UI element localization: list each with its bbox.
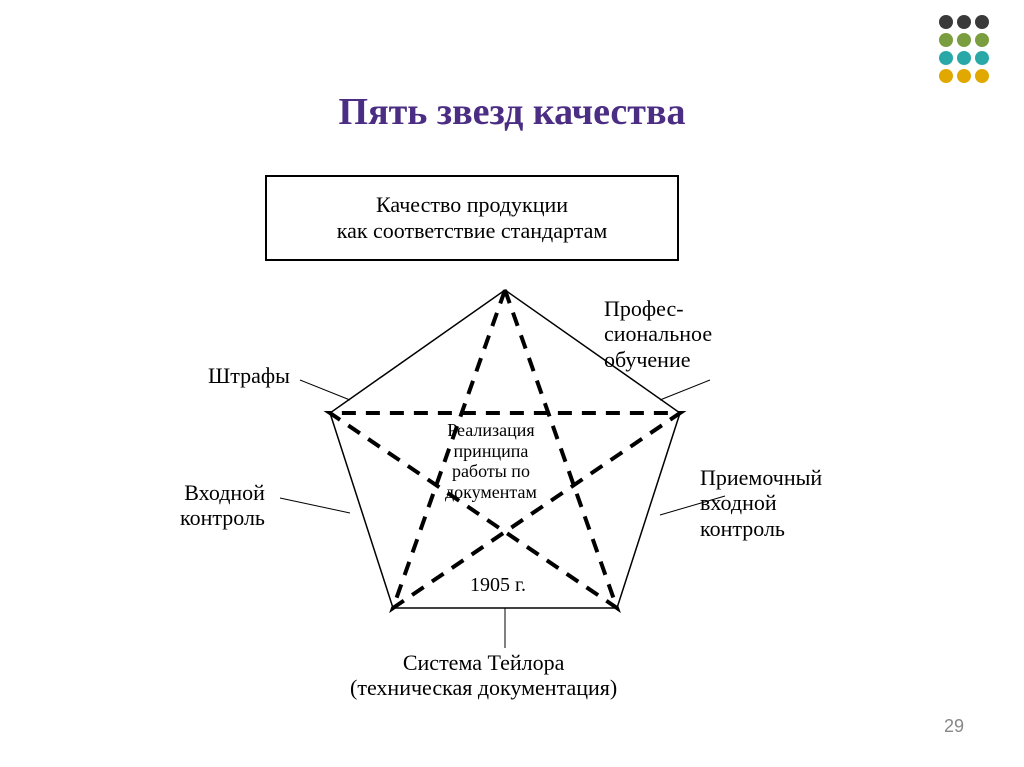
quality-definition-box: Качество продукции как соответствие стан… [265, 175, 679, 261]
label-penalties: Штрафы [208, 363, 290, 388]
label-acceptance: Приемочный входной контроль [700, 465, 822, 541]
label-center: Реализация принципа работы по документам [445, 420, 537, 503]
label-bottom: Система Тейлора (техническая документаци… [350, 650, 617, 701]
label-incoming: Входной контроль [180, 480, 265, 531]
box-line2: как соответствие стандартам [337, 218, 608, 244]
page-number: 29 [944, 716, 964, 737]
label-training: Профес- сиональное обучение [604, 296, 712, 372]
corner-dots-icon [936, 12, 1006, 102]
box-line1: Качество продукции [376, 192, 568, 218]
label-year: 1905 г. [470, 574, 526, 597]
page-title: Пять звезд качества [0, 90, 1024, 134]
